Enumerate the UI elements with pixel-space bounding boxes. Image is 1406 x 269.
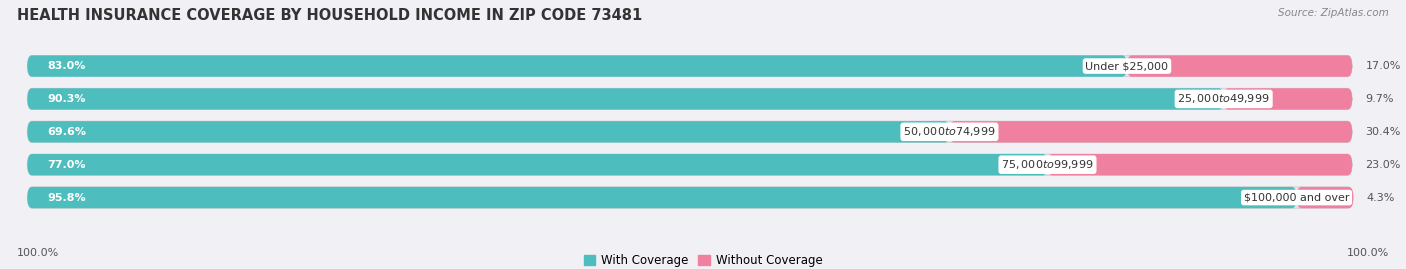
Text: 23.0%: 23.0% [1365,160,1400,170]
FancyBboxPatch shape [1128,55,1353,77]
FancyBboxPatch shape [27,88,1223,110]
FancyBboxPatch shape [1296,187,1354,208]
FancyBboxPatch shape [1047,154,1353,175]
Text: 9.7%: 9.7% [1365,94,1393,104]
Text: 30.4%: 30.4% [1365,127,1400,137]
FancyBboxPatch shape [27,187,1296,208]
FancyBboxPatch shape [949,121,1353,143]
FancyBboxPatch shape [27,154,1047,175]
FancyBboxPatch shape [1223,88,1353,110]
FancyBboxPatch shape [27,121,949,143]
Text: 83.0%: 83.0% [48,61,86,71]
Text: Under $25,000: Under $25,000 [1085,61,1168,71]
Text: 69.6%: 69.6% [48,127,86,137]
Text: $75,000 to $99,999: $75,000 to $99,999 [1001,158,1094,171]
FancyBboxPatch shape [27,187,1353,208]
Legend: With Coverage, Without Coverage: With Coverage, Without Coverage [579,249,827,269]
Text: HEALTH INSURANCE COVERAGE BY HOUSEHOLD INCOME IN ZIP CODE 73481: HEALTH INSURANCE COVERAGE BY HOUSEHOLD I… [17,8,643,23]
FancyBboxPatch shape [27,55,1353,77]
Text: 4.3%: 4.3% [1367,193,1395,203]
Text: 77.0%: 77.0% [48,160,86,170]
FancyBboxPatch shape [27,154,1353,175]
Text: $50,000 to $74,999: $50,000 to $74,999 [903,125,995,138]
Text: $100,000 and over: $100,000 and over [1244,193,1350,203]
Text: 100.0%: 100.0% [17,248,59,258]
Text: 17.0%: 17.0% [1365,61,1400,71]
FancyBboxPatch shape [27,88,1353,110]
Text: 95.8%: 95.8% [48,193,86,203]
FancyBboxPatch shape [27,121,1353,143]
Text: $25,000 to $49,999: $25,000 to $49,999 [1177,93,1270,105]
Text: 90.3%: 90.3% [48,94,86,104]
Text: Source: ZipAtlas.com: Source: ZipAtlas.com [1278,8,1389,18]
FancyBboxPatch shape [27,55,1128,77]
Text: 100.0%: 100.0% [1347,248,1389,258]
